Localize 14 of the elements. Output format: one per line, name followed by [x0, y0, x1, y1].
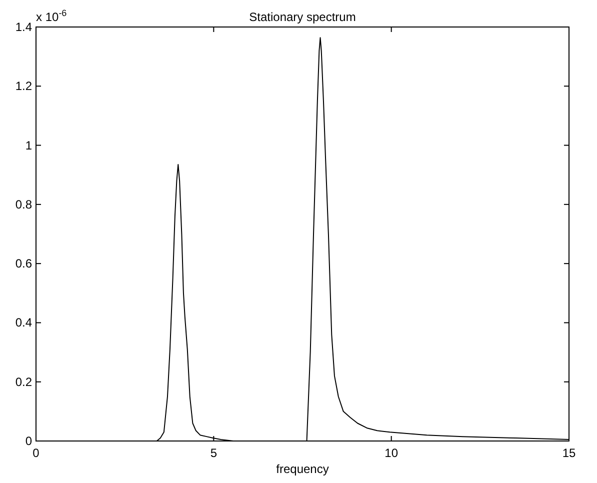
- x-tick-label: 15: [562, 446, 576, 460]
- y-tick-label: 0.4: [15, 316, 32, 330]
- y-tick-label: 1.2: [15, 79, 32, 94]
- x-axis-title: frequency: [276, 462, 329, 476]
- y-tick-label: 0: [25, 434, 32, 448]
- x-tick-label: 10: [384, 446, 398, 460]
- text: x 10$^{-6}$: [36, 8, 67, 24]
- y-tick-label: 0.8: [15, 197, 32, 212]
- y-tick-label: 0.2: [15, 374, 32, 389]
- x-tick-label: 5: [210, 446, 218, 460]
- chart-title: Stationary spectrum: [249, 10, 356, 24]
- y-tick-label: 1: [25, 138, 32, 152]
- y-tick-label: 0.6: [15, 256, 32, 271]
- y-tick-label: 1.4: [15, 20, 32, 34]
